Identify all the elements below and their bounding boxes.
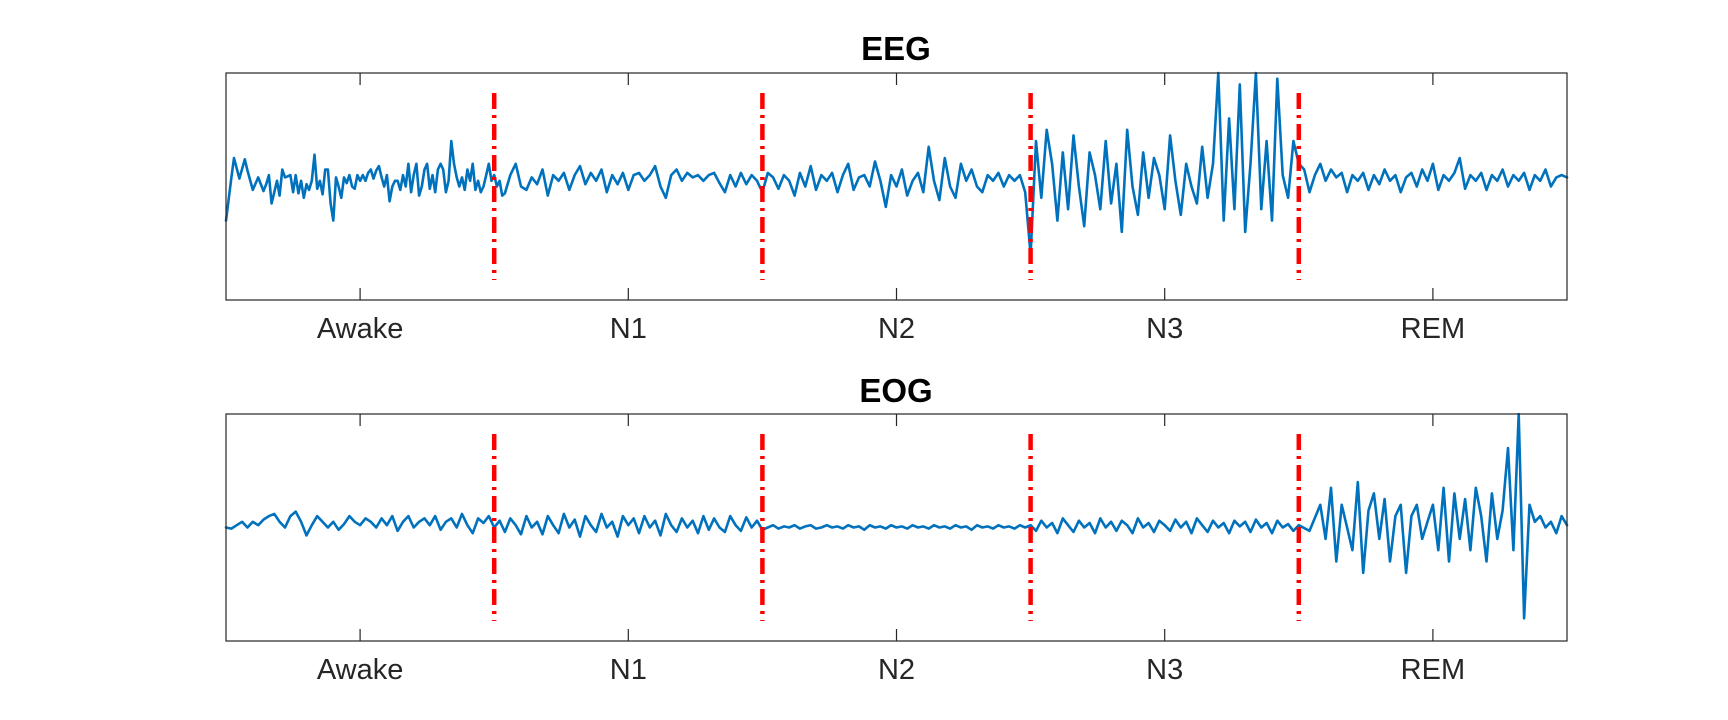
eeg-boundary-layer bbox=[491, 93, 1302, 280]
eog-signal-line bbox=[224, 412, 1569, 620]
eeg-signal-line bbox=[224, 71, 1569, 256]
eog-boundary-layer bbox=[491, 434, 1302, 621]
eog-x-tick-label: Awake bbox=[317, 654, 404, 686]
eog-title: EOG bbox=[859, 372, 932, 409]
eeg-x-axis-ticks: Awake N1 N2 N3 REM bbox=[317, 73, 1465, 345]
eeg-x-tick-label: N3 bbox=[1146, 313, 1183, 345]
eog-x-tick-label: N2 bbox=[878, 654, 915, 686]
eog-x-tick-label: REM bbox=[1401, 654, 1465, 686]
eog-series-layer bbox=[224, 412, 1569, 620]
eeg-x-tick-label: N2 bbox=[878, 313, 915, 345]
eeg-x-tick-label: Awake bbox=[317, 313, 404, 345]
eog-x-tick-label: N3 bbox=[1146, 654, 1183, 686]
eog-x-axis-ticks: Awake N1 N2 N3 REM bbox=[317, 414, 1465, 686]
eeg-x-tick-label: REM bbox=[1401, 313, 1465, 345]
eeg-title: EEG bbox=[861, 30, 931, 67]
eeg-x-tick-label: N1 bbox=[610, 313, 647, 345]
eog-x-tick-label: N1 bbox=[610, 654, 647, 686]
eeg-series-layer bbox=[224, 71, 1569, 256]
eeg-panel: EEG Awake N1 N2 N3 REM bbox=[224, 30, 1569, 345]
eog-panel: EOG Awake N1 N2 N3 REM bbox=[224, 372, 1569, 686]
